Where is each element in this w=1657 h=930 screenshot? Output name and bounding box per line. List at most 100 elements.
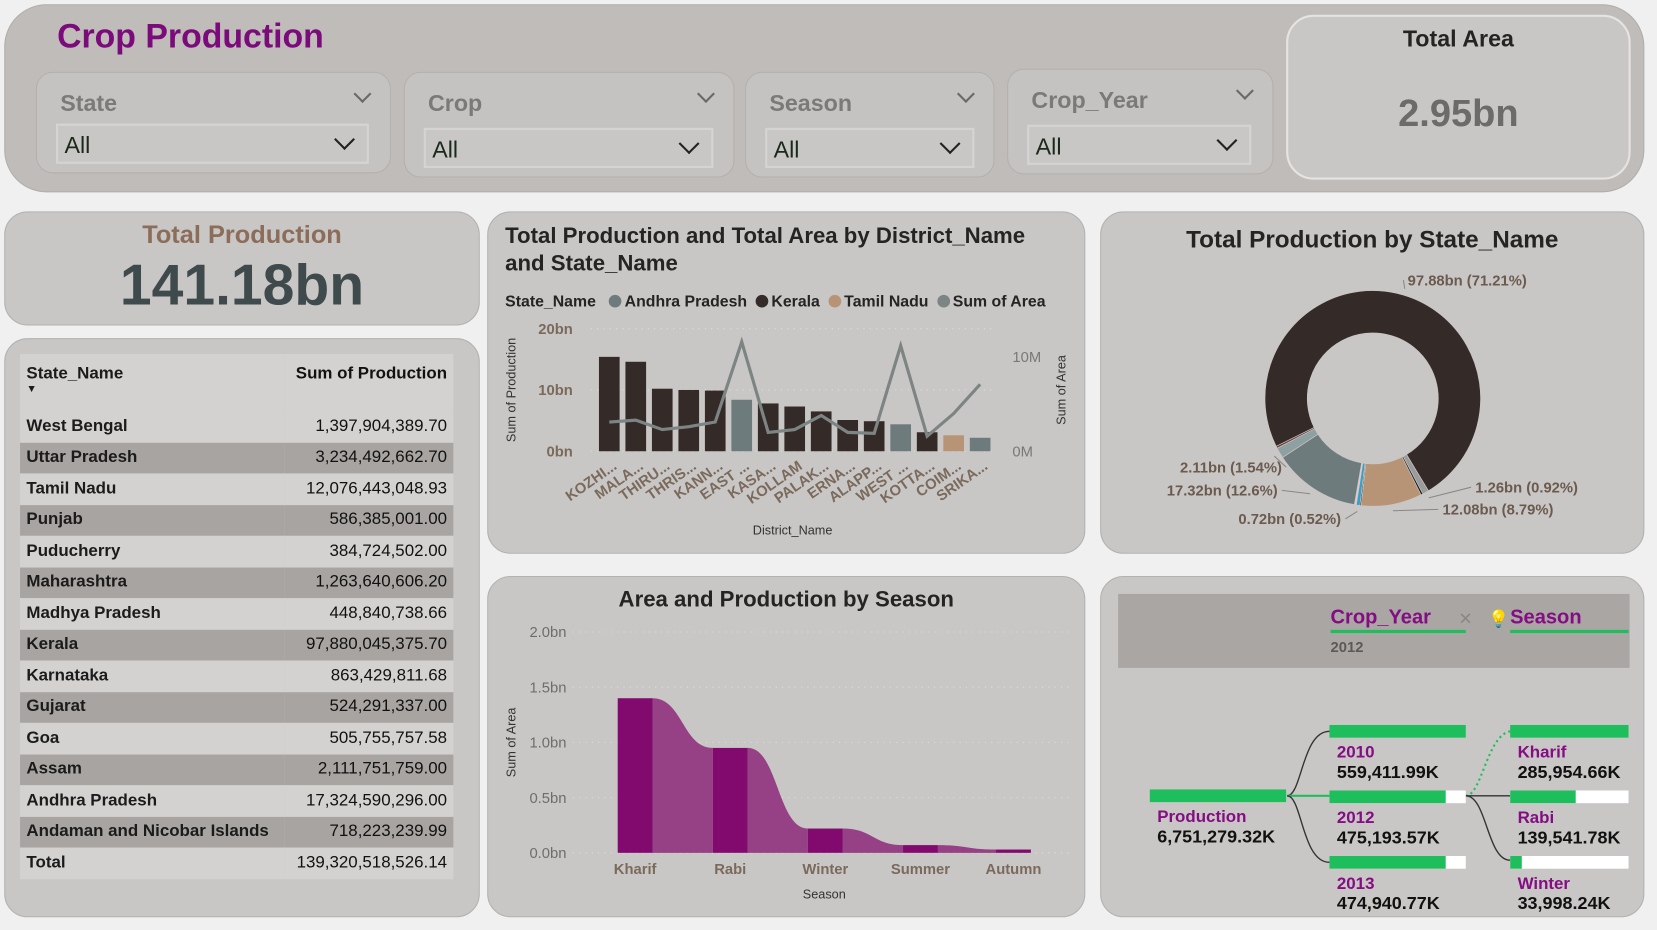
state-cell: Tamil Nadu — [20, 473, 284, 505]
legend-label: Tamil Nadu — [844, 292, 929, 311]
season-slicer: Season All — [745, 71, 995, 178]
crop-year-dropdown[interactable]: All — [1027, 124, 1252, 165]
node-value: 285,954.66K — [1517, 761, 1621, 783]
bar — [810, 411, 832, 452]
bar — [678, 389, 700, 452]
node-value: 6,751,279.32K — [1157, 826, 1276, 847]
node-value: 139,541.78K — [1517, 827, 1621, 848]
season-bar — [996, 849, 1031, 853]
column-header-state[interactable]: State_Name ▼ — [20, 354, 284, 412]
leader-line — [1273, 455, 1287, 468]
season-ribbon-chart: 0.0bn 0.5bn 1.0bn 1.5bn 2.0bn Sum of Area Seas… — [505, 625, 1070, 901]
y2-tick-label: 10M — [1012, 350, 1041, 366]
sort-descending-icon: ▼ — [26, 383, 37, 396]
leader-line — [1392, 508, 1439, 512]
chevron-down-icon — [1216, 130, 1238, 152]
table-row[interactable]: Tamil Nadu 12,076,443,048.93 — [20, 473, 454, 505]
card-label: Total Area — [1402, 25, 1514, 52]
node-label: 2012 — [1336, 809, 1375, 828]
chevron-down-icon[interactable] — [1235, 81, 1254, 100]
legend-label: Sum of Area — [952, 292, 1046, 311]
node-label: 2013 — [1336, 875, 1375, 893]
table-row[interactable]: Andhra Pradesh 17,324,590,296.00 — [20, 785, 454, 817]
state-donut-panel: Total Production by State_Name 97.88bn (… — [1100, 211, 1645, 554]
state-cell: Punjab — [20, 504, 284, 536]
y-axis-title: Sum of Area — [505, 707, 519, 778]
data-label: 1.26bn (0.92%) — [1475, 480, 1578, 496]
table-row[interactable]: Uttar Pradesh 3,234,492,662.70 — [20, 442, 454, 474]
state-cell: Assam — [20, 754, 284, 786]
total-label: Total — [20, 847, 284, 879]
bar — [890, 424, 912, 452]
season-chart-panel: Area and Production by Season 0.0bn 0.5bn… — [487, 575, 1086, 918]
column-header-production[interactable]: Sum of Production — [283, 354, 454, 412]
crop-slicer: Crop All — [403, 71, 735, 178]
production-table: State_Name ▼ Sum of Production West Benga… — [20, 354, 454, 879]
legend-item[interactable]: Kerala — [755, 293, 820, 311]
table-row[interactable]: Madhya Pradesh 448,840,738.66 — [20, 598, 454, 630]
node-bar — [1510, 724, 1629, 738]
state-cell: Goa — [20, 722, 284, 755]
node-label: Production — [1157, 808, 1247, 827]
table-row[interactable]: Goa 505,755,757.58 — [20, 722, 454, 755]
slicer-label: State — [60, 89, 118, 117]
state-dropdown[interactable]: All — [56, 123, 369, 164]
lightbulb-icon[interactable]: 💡 — [1487, 610, 1510, 629]
x-axis-title: District_Name — [753, 524, 833, 538]
donut-slice — [1275, 427, 1316, 449]
season-dropdown[interactable]: All — [765, 127, 975, 169]
legend-item[interactable]: Andhra Pradesh — [608, 292, 748, 311]
leader-line — [1345, 511, 1358, 520]
y-tick-label: 2.0bn — [529, 625, 566, 641]
level-season[interactable]: Season — [1510, 607, 1629, 634]
legend-label: Andhra Pradesh — [624, 292, 748, 311]
close-icon[interactable]: ✕ — [1458, 610, 1473, 629]
state-cell: Maharashtra — [20, 566, 284, 599]
page-title: Crop Production — [57, 16, 324, 55]
district-bar-chart: 0bn 10bn 20bn 0M 10M Sum of Production Sum of … — [505, 322, 1069, 538]
legend-dot-icon — [755, 294, 769, 308]
node-value: 475,193.57K — [1336, 827, 1440, 848]
legend-item[interactable]: Sum of Area — [936, 292, 1046, 311]
legend-dot-icon — [608, 294, 622, 308]
y2-axis-title: Sum of Area — [1054, 354, 1068, 425]
chevron-down-icon[interactable] — [353, 85, 372, 104]
table-row[interactable]: Andaman and Nicobar Islands 718,223,239.9… — [20, 816, 454, 848]
table-row[interactable]: Karnataka 863,429,811.68 — [20, 660, 454, 692]
table-row[interactable]: Maharashtra 1,263,640,606.20 — [20, 566, 454, 599]
chevron-down-icon[interactable] — [956, 85, 975, 104]
season-bar — [807, 828, 843, 853]
state-cell: Andhra Pradesh — [20, 785, 284, 817]
node-bar — [1329, 724, 1466, 738]
table-row[interactable]: Gujarat 524,291,337.00 — [20, 691, 454, 723]
crop-dropdown[interactable]: All — [423, 127, 714, 169]
table-row[interactable]: Kerala 97,880,045,375.70 — [20, 629, 454, 661]
dropdown-value: All — [773, 136, 800, 163]
legend-item[interactable]: Tamil Nadu — [828, 293, 928, 311]
node-value: 33,998.24K — [1517, 892, 1611, 914]
state-slicer: State All — [35, 71, 392, 174]
area-line — [609, 336, 982, 439]
y-tick-label: 10bn — [538, 383, 573, 399]
production-cell: 97,880,045,375.70 — [283, 629, 454, 661]
table-row[interactable]: Punjab 586,385,001.00 — [20, 504, 454, 536]
production-cell: 17,324,590,296.00 — [283, 785, 454, 817]
card-value: 141.18bn — [119, 253, 365, 318]
table-row[interactable]: Assam 2,111,751,759.00 — [20, 754, 454, 786]
legend-dot-icon — [936, 294, 950, 308]
production-cell: 384,724,502.00 — [283, 535, 454, 567]
card-label: Total Production — [142, 220, 342, 250]
state-cell: Andaman and Nicobar Islands — [20, 816, 284, 848]
bar — [916, 432, 938, 452]
table-row[interactable]: West Bengal 1,397,904,389.70 — [20, 411, 454, 443]
chart-title: Total Production and Total Area by Distr… — [505, 224, 1026, 276]
level-crop-year[interactable]: Crop_Year — [1330, 607, 1466, 634]
node-label: Winter — [1517, 875, 1571, 893]
leader-line — [1402, 279, 1406, 289]
x-axis-title: Season — [803, 887, 846, 901]
chevron-down-icon — [678, 133, 700, 155]
production-cell: 524,291,337.00 — [283, 691, 454, 723]
chevron-down-icon[interactable] — [696, 85, 715, 104]
ribbon — [842, 828, 904, 853]
table-row[interactable]: Puducherry 384,724,502.00 — [20, 535, 454, 567]
